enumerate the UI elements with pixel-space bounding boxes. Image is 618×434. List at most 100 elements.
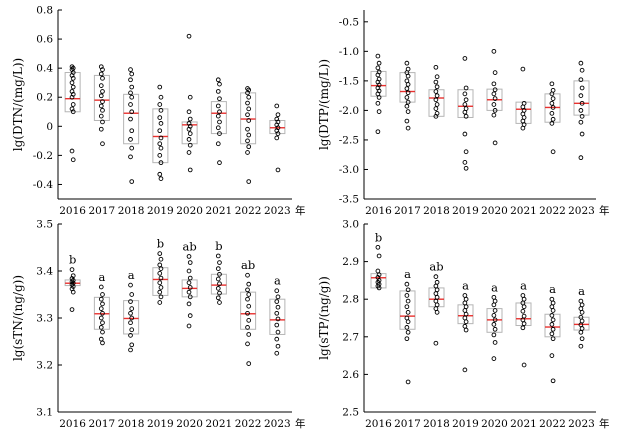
data-point: [376, 253, 382, 259]
data-point: [274, 288, 280, 294]
data-point: [433, 64, 439, 70]
data-point: [491, 302, 497, 308]
data-point: [187, 131, 193, 136]
box-2021: b: [210, 239, 227, 305]
box-body: [240, 92, 257, 145]
data-point: [158, 135, 164, 141]
data-point: [70, 289, 76, 295]
box-body: [457, 304, 474, 325]
data-point: [404, 95, 410, 100]
data-point: [245, 287, 250, 293]
data-point: [128, 67, 133, 72]
x-tick-label: 2022: [539, 418, 566, 430]
data-point: [186, 150, 192, 155]
data-point: [69, 80, 75, 86]
x-tick-label: 2016: [59, 418, 86, 430]
data-point: [98, 93, 104, 99]
data-point: [245, 138, 250, 144]
data-point: [158, 160, 164, 166]
data-point: [404, 86, 410, 91]
data-point: [463, 304, 469, 310]
data-point: [405, 287, 411, 293]
y-tick-label: 3.4: [36, 266, 53, 278]
data-point: [157, 262, 163, 268]
data-point: [245, 341, 250, 347]
data-point: [579, 113, 585, 119]
box-body: [457, 89, 474, 118]
y-tick-label: 0: [46, 121, 53, 133]
x-axis-unit: 年: [599, 417, 610, 430]
data-point: [186, 280, 192, 286]
data-point: [128, 154, 133, 160]
x-axis-unit: 年: [295, 417, 306, 430]
data-point: [433, 106, 439, 111]
significance-label: b: [157, 237, 164, 251]
data-point: [157, 128, 163, 134]
data-point: [246, 118, 252, 123]
data-point: [217, 290, 222, 296]
data-point: [462, 160, 468, 165]
data-point: [376, 272, 382, 278]
x-tick-label: 2017: [89, 418, 116, 430]
data-point: [274, 135, 280, 141]
data-point: [275, 131, 281, 136]
data-point: [375, 53, 381, 59]
box-2016: [64, 64, 81, 163]
data-point: [158, 294, 164, 300]
data-point: [100, 141, 105, 147]
box-body: [123, 300, 140, 335]
x-tick-label: 2023: [264, 418, 291, 430]
data-point: [376, 60, 382, 66]
data-point: [158, 256, 164, 262]
data-point: [100, 119, 105, 125]
box-2023: [573, 60, 590, 161]
box-2019: [457, 56, 474, 171]
box-2017: [399, 60, 416, 131]
data-point: [128, 333, 133, 338]
y-tick-label: 2.9: [342, 256, 359, 268]
data-point: [129, 94, 135, 100]
data-point: [578, 108, 584, 113]
x-tick-label: 2023: [568, 418, 595, 430]
data-point: [128, 282, 133, 288]
x-tick-label: 2018: [423, 418, 450, 430]
data-point: [434, 287, 440, 293]
y-axis-title: lg(sTP/(ng/g)): [317, 276, 331, 360]
data-point: [463, 165, 469, 171]
data-point: [100, 89, 105, 94]
data-point: [157, 271, 163, 276]
data-point: [98, 306, 104, 311]
data-point: [405, 319, 411, 325]
data-point: [187, 260, 193, 265]
data-point: [246, 318, 252, 323]
data-point: [245, 112, 250, 118]
data-point: [275, 167, 281, 173]
data-point: [433, 79, 439, 85]
y-tick-label: -0.5: [339, 16, 359, 28]
data-point: [579, 318, 585, 324]
data-point: [215, 141, 221, 147]
data-point: [520, 125, 526, 131]
x-tick-label: 2020: [176, 418, 203, 430]
data-point: [434, 279, 440, 285]
chart-panel-3: 3.13.23.33.43.5lg(sTN/(ng/g))2016 2017 201…: [11, 219, 306, 431]
data-point: [70, 84, 76, 90]
data-point: [549, 331, 555, 337]
data-point: [521, 304, 527, 310]
data-point: [215, 89, 221, 94]
data-point: [100, 99, 105, 104]
data-point: [578, 343, 584, 349]
data-point: [405, 379, 411, 385]
data-point: [520, 325, 526, 331]
data-point: [186, 301, 192, 307]
x-tick-label: 2018: [118, 418, 145, 430]
data-point: [246, 94, 252, 100]
data-point: [492, 108, 498, 113]
data-point: [157, 115, 163, 120]
data-point: [433, 291, 439, 296]
data-point: [492, 87, 498, 93]
data-point: [405, 125, 411, 131]
data-point: [579, 67, 585, 73]
y-tick-label: -3.0: [339, 164, 359, 176]
data-point: [550, 308, 556, 313]
